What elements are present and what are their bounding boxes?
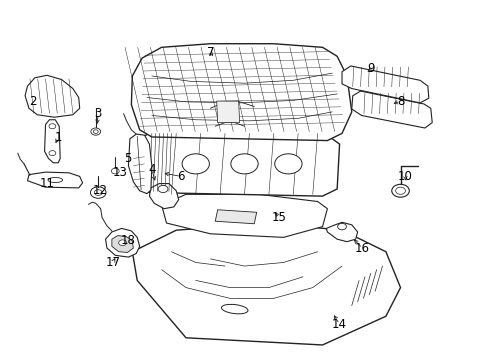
Circle shape	[119, 240, 126, 246]
Polygon shape	[112, 235, 133, 252]
Text: 4: 4	[148, 163, 155, 176]
Text: 10: 10	[397, 170, 412, 183]
Text: 12: 12	[93, 184, 108, 197]
Circle shape	[395, 187, 405, 194]
Text: 17: 17	[105, 256, 120, 269]
Circle shape	[94, 190, 102, 195]
Circle shape	[91, 128, 101, 135]
Circle shape	[230, 154, 258, 174]
Polygon shape	[149, 184, 178, 209]
Polygon shape	[25, 75, 80, 117]
Text: 18: 18	[121, 234, 136, 247]
Polygon shape	[326, 222, 357, 242]
Polygon shape	[161, 194, 327, 237]
Text: 7: 7	[206, 46, 214, 59]
Circle shape	[337, 224, 346, 230]
Circle shape	[391, 184, 408, 197]
Polygon shape	[216, 101, 239, 123]
Polygon shape	[131, 44, 351, 140]
Circle shape	[274, 154, 302, 174]
Ellipse shape	[221, 304, 247, 314]
Circle shape	[93, 130, 98, 134]
Polygon shape	[341, 66, 428, 103]
Polygon shape	[128, 134, 152, 194]
Polygon shape	[137, 132, 339, 196]
Text: 1: 1	[54, 131, 62, 144]
Text: 15: 15	[272, 211, 286, 224]
Text: 2: 2	[29, 95, 36, 108]
Text: 9: 9	[367, 62, 374, 75]
Text: 3: 3	[94, 107, 102, 120]
Polygon shape	[132, 223, 400, 345]
Circle shape	[49, 124, 56, 129]
Text: 14: 14	[331, 318, 346, 331]
Circle shape	[90, 187, 106, 198]
Text: 6: 6	[177, 170, 184, 183]
Text: 11: 11	[40, 177, 54, 190]
Polygon shape	[105, 228, 140, 257]
Text: 16: 16	[354, 242, 369, 255]
Polygon shape	[215, 210, 256, 224]
Text: 13: 13	[113, 166, 127, 179]
Circle shape	[182, 154, 209, 174]
Polygon shape	[44, 120, 60, 163]
Circle shape	[49, 150, 56, 156]
Circle shape	[158, 185, 167, 193]
Ellipse shape	[48, 177, 62, 183]
Polygon shape	[27, 172, 82, 188]
Circle shape	[111, 168, 119, 174]
Polygon shape	[351, 91, 431, 128]
Text: 5: 5	[123, 152, 131, 165]
Text: 8: 8	[396, 95, 404, 108]
